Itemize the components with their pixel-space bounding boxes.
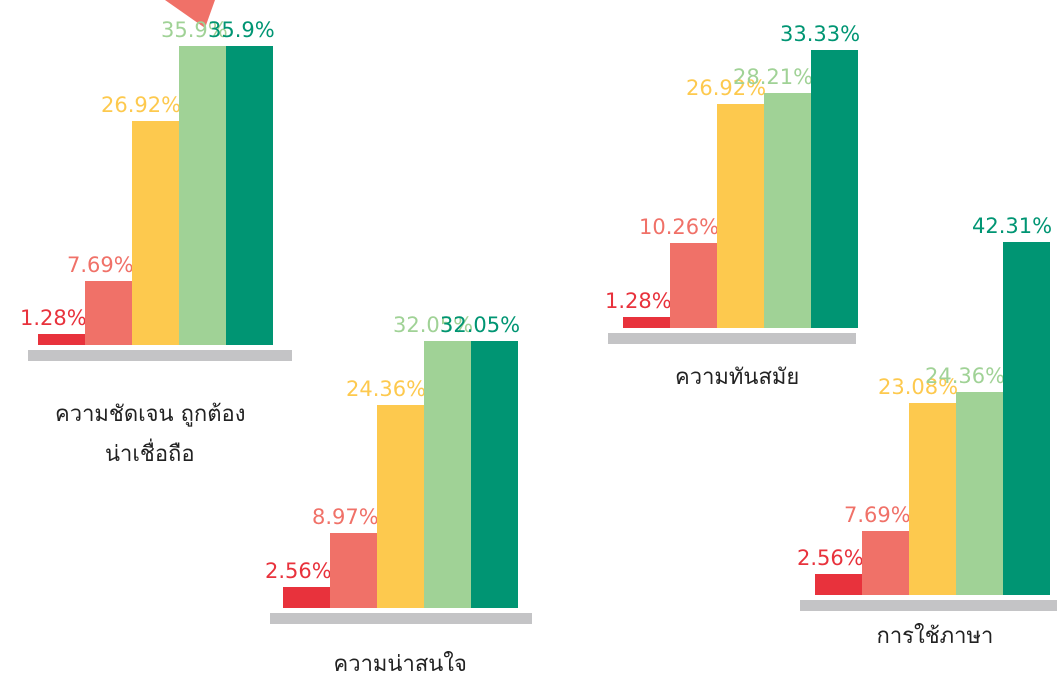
value-label: 33.33%	[780, 22, 861, 47]
chart-title: น่าเชื่อถือ	[105, 442, 195, 467]
arrow	[165, 0, 215, 28]
bar	[330, 533, 377, 608]
value-label: 23.08%	[878, 374, 959, 399]
bar	[670, 242, 717, 328]
bar	[85, 280, 132, 345]
bar	[815, 573, 862, 595]
value-label: 7.69%	[844, 502, 911, 527]
value-label: 35.9%	[208, 17, 275, 42]
chart-title: การใช้ภาษา	[876, 624, 994, 649]
value-label: 7.69%	[67, 252, 134, 277]
bar	[1003, 242, 1050, 595]
bar	[717, 103, 764, 328]
value-label: 8.97%	[312, 505, 379, 530]
chart-title: ความน่าสนใจ	[333, 652, 467, 674]
value-label: 1.28%	[605, 289, 672, 314]
value-label: 26.92%	[686, 75, 767, 100]
value-label: 10.26%	[639, 214, 720, 239]
value-label: 35.9%	[161, 17, 228, 42]
bar	[956, 392, 1003, 595]
bar	[862, 530, 909, 595]
value-label: 42.31%	[972, 214, 1053, 239]
baseline	[800, 600, 1057, 611]
value-label: 24.36%	[925, 364, 1006, 388]
baseline	[608, 333, 856, 344]
baseline	[28, 350, 292, 361]
chart-title: ความทันสมัย	[675, 365, 800, 390]
bar	[811, 50, 858, 328]
value-label: 28.21%	[733, 64, 814, 89]
bar	[179, 45, 226, 345]
chart-title: ความชัดเจน ถูกต้อง	[55, 402, 246, 427]
bar	[38, 334, 85, 345]
value-label: 2.56%	[265, 558, 332, 583]
bar	[471, 340, 518, 608]
bar	[226, 45, 273, 345]
value-label: 32.05%	[393, 312, 474, 337]
bar	[623, 317, 670, 328]
value-label: 26.92%	[101, 92, 182, 117]
value-label: 1.28%	[20, 306, 87, 331]
baseline	[270, 613, 532, 624]
value-label: 24.36%	[346, 377, 427, 401]
value-label: 32.05%	[440, 312, 521, 337]
bar	[283, 586, 330, 608]
bar	[132, 120, 179, 345]
bar	[909, 402, 956, 595]
bar	[764, 92, 811, 328]
bar	[424, 340, 471, 608]
value-label: 2.56%	[797, 545, 864, 570]
bar	[377, 405, 424, 608]
